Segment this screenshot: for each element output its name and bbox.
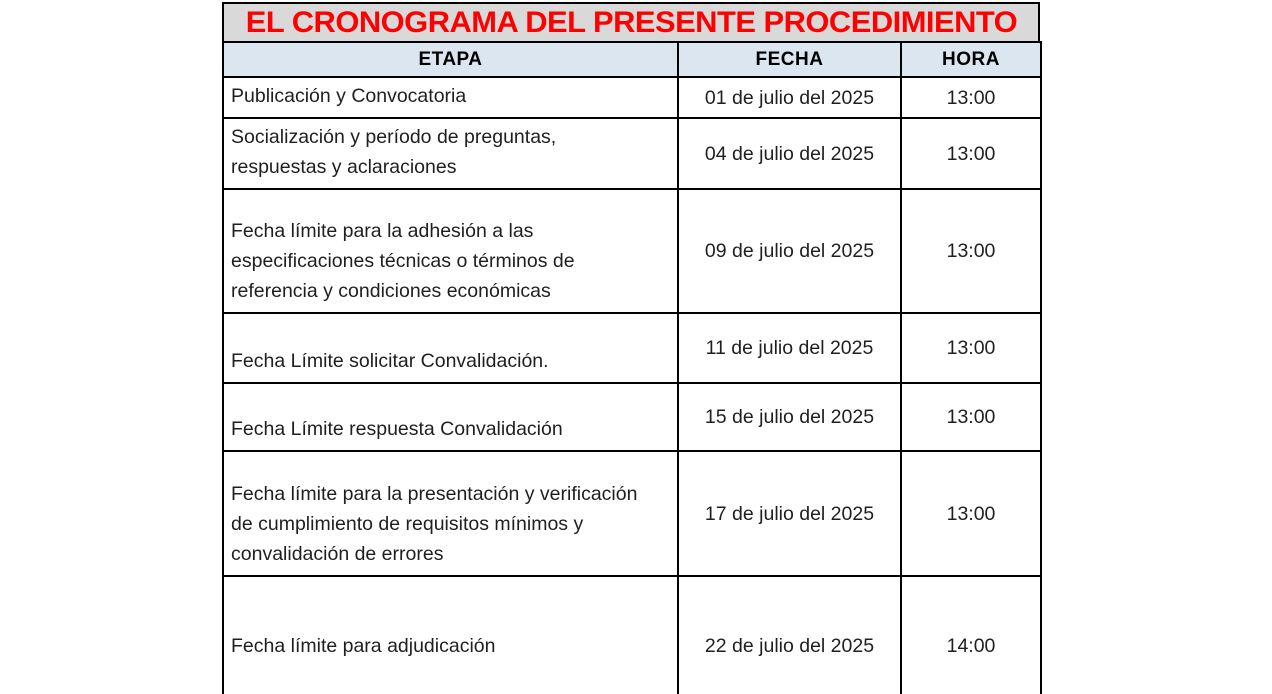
hora-cell: 13:00 bbox=[900, 117, 1042, 190]
etapa-cell: Fecha Límite respuesta Convalidación bbox=[222, 382, 679, 452]
table-title: EL CRONOGRAMA DEL PRESENTE PROCEDIMIENTO bbox=[245, 5, 1017, 39]
table-row: Fecha Límite solicitar Convalidación. 11… bbox=[222, 312, 1042, 384]
fecha-cell: 01 de julio del 2025 bbox=[677, 76, 902, 119]
hora-cell: 13:00 bbox=[900, 312, 1042, 384]
column-header-fecha: FECHA bbox=[677, 41, 902, 78]
hora-cell: 14:00 bbox=[900, 575, 1042, 694]
table-row: Fecha límite para la presentación y veri… bbox=[222, 450, 1042, 577]
fecha-cell: 11 de julio del 2025 bbox=[677, 312, 902, 384]
fecha-cell: 09 de julio del 2025 bbox=[677, 188, 902, 314]
etapa-cell: Fecha límite para la adhesión a las espe… bbox=[222, 188, 679, 314]
column-header-etapa: ETAPA bbox=[222, 41, 679, 78]
etapa-cell: Socialización y período de preguntas, re… bbox=[222, 117, 679, 190]
hora-cell: 13:00 bbox=[900, 450, 1042, 577]
table-row: Fecha Límite respuesta Convalidación 15 … bbox=[222, 382, 1042, 452]
hora-cell: 13:00 bbox=[900, 76, 1042, 119]
cronograma-document: EL CRONOGRAMA DEL PRESENTE PROCEDIMIENTO… bbox=[222, 2, 1042, 694]
etapa-cell: Fecha Límite solicitar Convalidación. bbox=[222, 312, 679, 384]
hora-cell: 13:00 bbox=[900, 382, 1042, 452]
table-row: Fecha límite para la adhesión a las espe… bbox=[222, 188, 1042, 314]
table-row: Socialización y período de preguntas, re… bbox=[222, 117, 1042, 190]
etapa-cell: Publicación y Convocatoria bbox=[222, 76, 679, 119]
cronograma-table: ETAPA FECHA HORA Publicación y Convocato… bbox=[222, 41, 1042, 694]
fecha-cell: 22 de julio del 2025 bbox=[677, 575, 902, 694]
fecha-cell: 15 de julio del 2025 bbox=[677, 382, 902, 452]
etapa-cell: Fecha límite para la presentación y veri… bbox=[222, 450, 679, 577]
fecha-cell: 04 de julio del 2025 bbox=[677, 117, 902, 190]
table-row: Publicación y Convocatoria 01 de julio d… bbox=[222, 76, 1042, 119]
etapa-cell: Fecha límite para adjudicación bbox=[222, 575, 679, 694]
table-row: Fecha límite para adjudicación 22 de jul… bbox=[222, 575, 1042, 694]
header-row: ETAPA FECHA HORA bbox=[222, 41, 1042, 78]
hora-cell: 13:00 bbox=[900, 188, 1042, 314]
table-title-bar: EL CRONOGRAMA DEL PRESENTE PROCEDIMIENTO bbox=[222, 2, 1040, 43]
fecha-cell: 17 de julio del 2025 bbox=[677, 450, 902, 577]
column-header-hora: HORA bbox=[900, 41, 1042, 78]
